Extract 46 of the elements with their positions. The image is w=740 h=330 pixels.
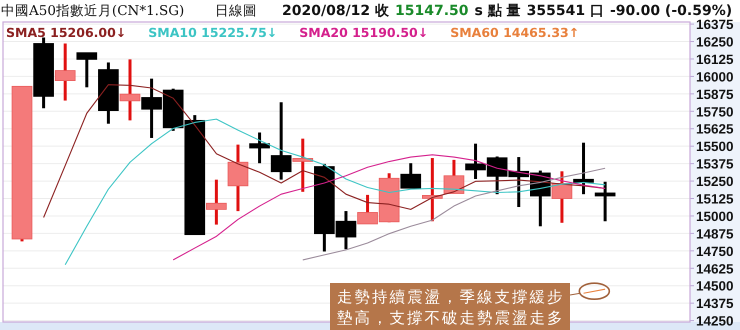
line-series [302,168,606,260]
chart-title: 中國A50指數近月(CN*1.SG) [1,3,184,19]
y-tick-label: 14875 [696,226,734,242]
text: SMA10 15225.75↓ [148,25,278,40]
candlestick [444,160,464,194]
y-tick-label: 15625 [696,122,734,137]
candlestick [249,132,270,164]
line-series [64,118,606,266]
y-tick-label: 15875 [696,86,734,102]
candlestick [120,59,140,120]
candlestick [270,102,292,180]
text: 2020/08/12 收 [282,3,390,19]
y-tick-label: 15250 [696,174,734,190]
text: SMA5 15206.00↓ [6,25,126,40]
y-tick-label: 14250 [696,314,734,329]
chart-subtitle: 日線圖 [215,3,257,19]
y-tick-label: 15750 [696,104,734,120]
text: SMA20 15190.50↓ [299,25,428,40]
text: s 點 量 [474,3,521,19]
y-tick-label: 16250 [696,34,734,50]
text: -90.00 (-0.59%) [610,3,732,19]
y-tick-label: 15500 [696,139,734,154]
text: SMA60 14465.33↑ [450,25,580,40]
y-tick-label: 14625 [696,261,734,276]
candlestick [552,171,572,223]
candlestick [76,52,98,88]
candlestick [206,180,227,225]
candlestick [292,138,314,192]
text: 15147.50 [395,3,469,19]
y-tick-label: 15125 [696,192,734,207]
line-series [43,84,606,218]
y-tick-label: 15000 [696,208,734,224]
candlestick [594,182,616,222]
y-tick-label: 16000 [696,69,734,84]
annotation: 走勢持續震盪，季線支撐緩步墊高，支撐不破走勢震盪走多 [337,288,564,327]
y-tick-label: 16375 [696,17,734,32]
y-tick-label: 14375 [696,296,734,312]
candlestick [54,43,76,101]
y-tick-label: 14750 [696,244,734,259]
candlestick [400,163,422,189]
candlestick [228,144,248,212]
line-series [172,154,606,260]
y-tick-label: 14500 [696,278,734,294]
y-tick-label: 16125 [696,52,734,67]
y-tick-label: 15375 [696,156,734,172]
text: 355541 口 [526,3,604,19]
